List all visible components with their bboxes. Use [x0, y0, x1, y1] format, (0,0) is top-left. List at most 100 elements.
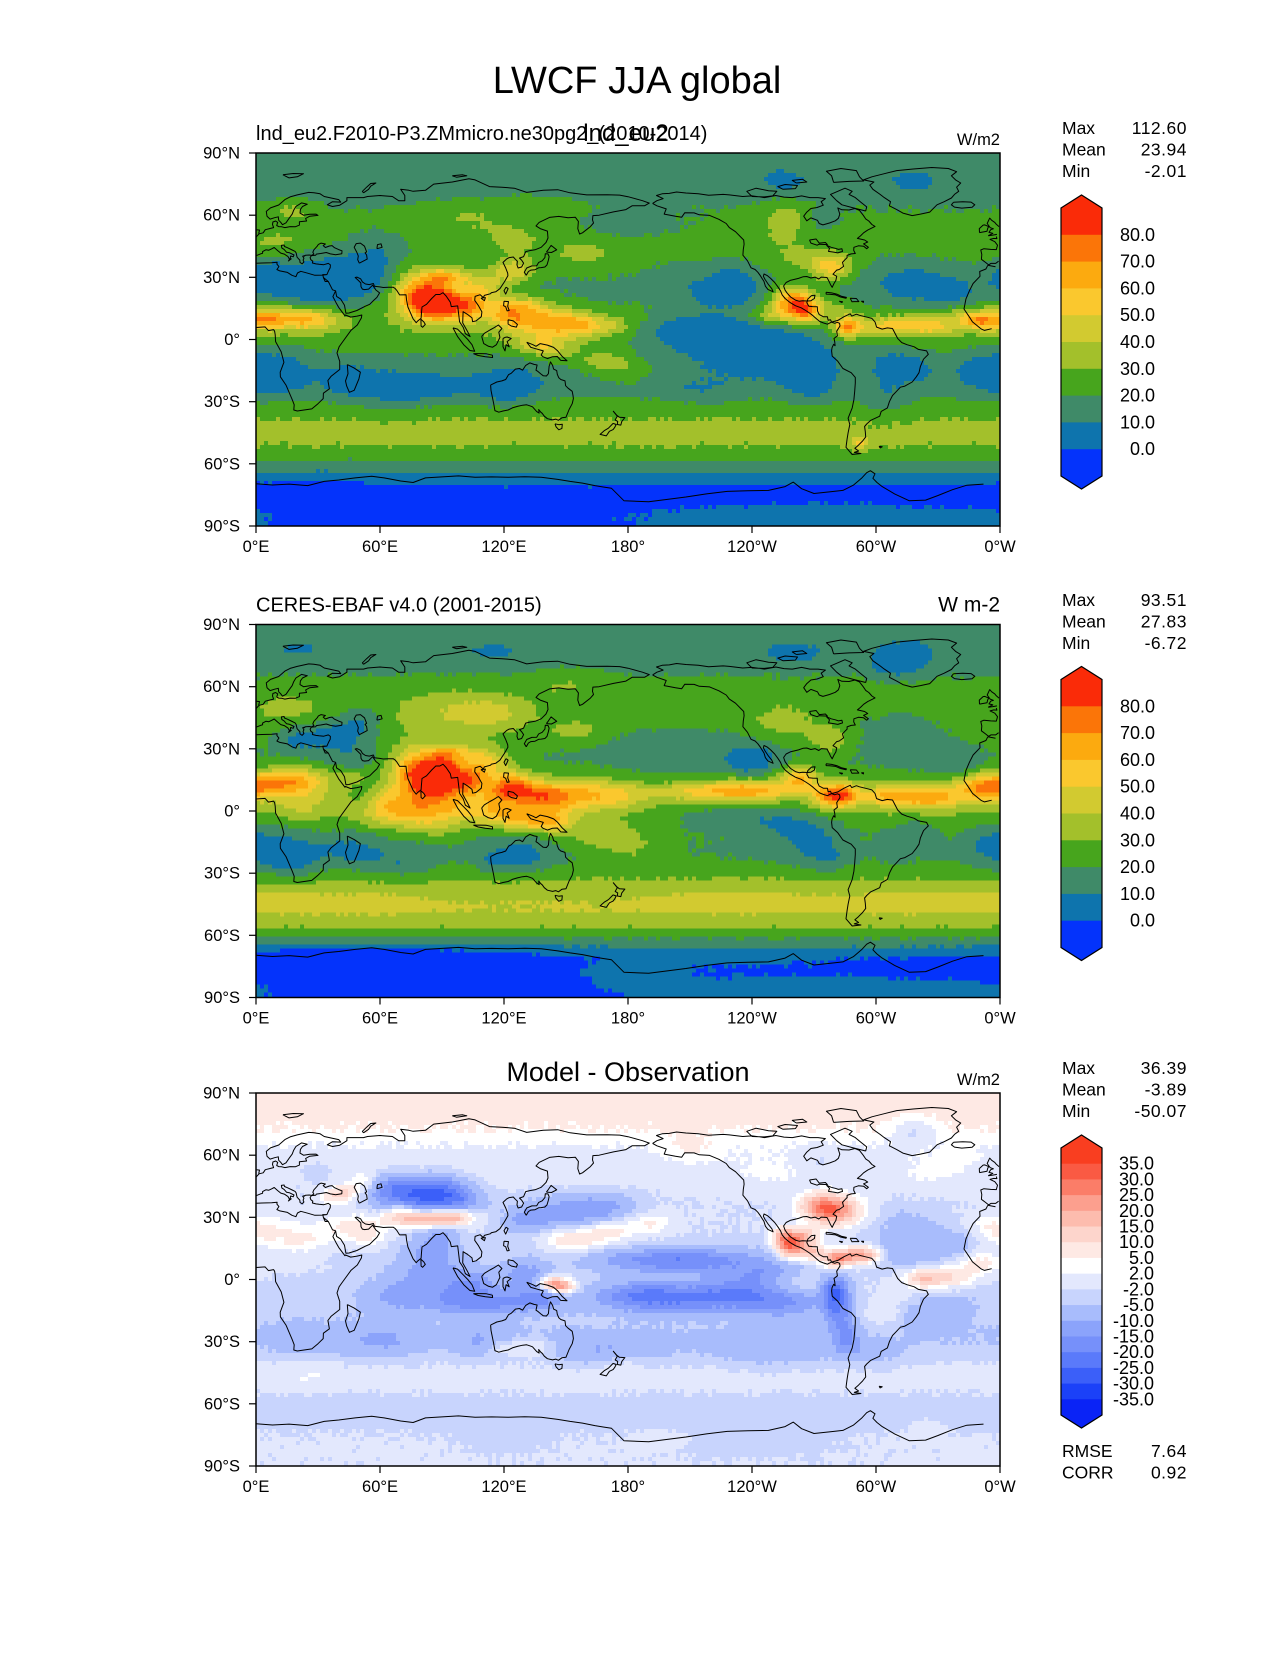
svg-text:120°E: 120°E [481, 1010, 526, 1028]
svg-text:CERES-EBAF v4.0 (2001-2015): CERES-EBAF v4.0 (2001-2015) [256, 595, 542, 617]
svg-text:Min: Min [1062, 161, 1090, 181]
svg-text:-2.01: -2.01 [1145, 161, 1187, 181]
svg-text:0.92: 0.92 [1151, 1463, 1187, 1483]
svg-text:30°N: 30°N [203, 1209, 240, 1227]
svg-text:80.0: 80.0 [1120, 225, 1155, 245]
svg-text:-35.0: -35.0 [1113, 1389, 1154, 1409]
svg-text:-6.72: -6.72 [1145, 633, 1187, 653]
svg-text:120°W: 120°W [727, 1478, 777, 1496]
svg-text:0°: 0° [224, 1271, 240, 1289]
svg-text:90°S: 90°S [204, 518, 240, 536]
svg-text:RMSE: RMSE [1062, 1441, 1113, 1461]
svg-text:93.51: 93.51 [1141, 590, 1187, 610]
svg-text:-5.0: -5.0 [1123, 1295, 1154, 1315]
svg-text:-10.0: -10.0 [1113, 1311, 1154, 1331]
svg-text:90°S: 90°S [204, 1458, 240, 1476]
svg-text:0°W: 0°W [984, 538, 1016, 556]
svg-text:60°W: 60°W [856, 538, 897, 556]
svg-text:60°W: 60°W [856, 1478, 897, 1496]
svg-text:40.0: 40.0 [1120, 332, 1155, 352]
svg-text:0.0: 0.0 [1130, 439, 1155, 459]
svg-text:60°N: 60°N [203, 678, 240, 696]
svg-text:7.64: 7.64 [1151, 1441, 1187, 1461]
svg-text:50.0: 50.0 [1120, 777, 1155, 797]
svg-text:80.0: 80.0 [1120, 696, 1155, 716]
svg-text:W m-2: W m-2 [938, 594, 1000, 617]
svg-text:120°W: 120°W [727, 1010, 777, 1028]
svg-text:2.0: 2.0 [1129, 1264, 1154, 1284]
svg-text:-3.89: -3.89 [1145, 1080, 1187, 1100]
svg-text:25.0: 25.0 [1119, 1185, 1154, 1205]
svg-text:60.0: 60.0 [1120, 278, 1155, 298]
svg-text:30°N: 30°N [203, 740, 240, 758]
svg-text:30°S: 30°S [204, 865, 240, 883]
svg-text:35.0: 35.0 [1119, 1154, 1154, 1174]
svg-text:27.83: 27.83 [1141, 612, 1187, 632]
svg-text:90°N: 90°N [203, 616, 240, 634]
svg-text:Max: Max [1062, 118, 1095, 138]
svg-text:-20.0: -20.0 [1113, 1342, 1154, 1362]
svg-text:120°E: 120°E [481, 538, 526, 556]
svg-text:-25.0: -25.0 [1113, 1358, 1154, 1378]
svg-text:60.0: 60.0 [1120, 750, 1155, 770]
svg-text:Min: Min [1062, 1101, 1090, 1121]
svg-text:0°: 0° [224, 331, 240, 349]
svg-text:Max: Max [1062, 1058, 1095, 1078]
svg-text:40.0: 40.0 [1120, 804, 1155, 824]
svg-text:60°E: 60°E [362, 1010, 398, 1028]
svg-text:Mean: Mean [1062, 140, 1106, 160]
svg-text:30.0: 30.0 [1120, 830, 1155, 850]
svg-text:30°S: 30°S [204, 1333, 240, 1351]
svg-text:15.0: 15.0 [1119, 1217, 1154, 1237]
svg-text:60°E: 60°E [362, 538, 398, 556]
svg-text:0.0: 0.0 [1130, 911, 1155, 931]
svg-text:30.0: 30.0 [1120, 359, 1155, 379]
svg-text:90°N: 90°N [203, 1085, 240, 1103]
svg-text:5.0: 5.0 [1129, 1248, 1154, 1268]
svg-text:lnd_eu2: lnd_eu2 [583, 120, 668, 147]
svg-text:70.0: 70.0 [1120, 252, 1155, 272]
svg-text:0°E: 0°E [243, 1010, 270, 1028]
svg-text:-50.07: -50.07 [1134, 1101, 1187, 1121]
svg-text:20.0: 20.0 [1119, 1201, 1154, 1221]
svg-text:-15.0: -15.0 [1113, 1326, 1154, 1346]
svg-text:180°: 180° [611, 538, 645, 556]
svg-text:60°N: 60°N [203, 1147, 240, 1165]
svg-text:CORR: CORR [1062, 1463, 1114, 1483]
svg-text:Min: Min [1062, 633, 1090, 653]
svg-text:10.0: 10.0 [1119, 1232, 1154, 1252]
svg-text:W/m2: W/m2 [957, 131, 1000, 149]
svg-text:60°S: 60°S [204, 927, 240, 945]
svg-text:20.0: 20.0 [1120, 386, 1155, 406]
svg-text:W/m2: W/m2 [957, 1071, 1000, 1089]
svg-text:-2.0: -2.0 [1123, 1279, 1154, 1299]
svg-text:LWCF JJA global: LWCF JJA global [493, 60, 782, 102]
svg-text:60°W: 60°W [856, 1010, 897, 1028]
svg-text:60°S: 60°S [204, 455, 240, 473]
svg-text:0°W: 0°W [984, 1478, 1016, 1496]
svg-text:0°E: 0°E [243, 1478, 270, 1496]
svg-text:-30.0: -30.0 [1113, 1374, 1154, 1394]
svg-text:60°N: 60°N [203, 207, 240, 225]
svg-text:10.0: 10.0 [1120, 884, 1155, 904]
svg-text:Mean: Mean [1062, 612, 1106, 632]
svg-text:60°S: 60°S [204, 1395, 240, 1413]
svg-text:0°W: 0°W [984, 1010, 1016, 1028]
svg-text:90°N: 90°N [203, 145, 240, 163]
svg-text:112.60: 112.60 [1132, 118, 1187, 138]
svg-text:Max: Max [1062, 590, 1095, 610]
svg-text:30°S: 30°S [204, 393, 240, 411]
svg-text:50.0: 50.0 [1120, 305, 1155, 325]
svg-text:23.94: 23.94 [1141, 140, 1187, 160]
svg-text:0°E: 0°E [243, 538, 270, 556]
svg-text:36.39: 36.39 [1141, 1058, 1187, 1078]
svg-text:120°W: 120°W [727, 538, 777, 556]
svg-text:60°E: 60°E [362, 1478, 398, 1496]
svg-text:Model - Observation: Model - Observation [506, 1057, 749, 1087]
svg-text:Mean: Mean [1062, 1080, 1106, 1100]
svg-text:180°: 180° [611, 1478, 645, 1496]
svg-text:10.0: 10.0 [1120, 412, 1155, 432]
svg-text:30°N: 30°N [203, 269, 240, 287]
svg-text:120°E: 120°E [481, 1478, 526, 1496]
svg-text:30.0: 30.0 [1119, 1169, 1154, 1189]
